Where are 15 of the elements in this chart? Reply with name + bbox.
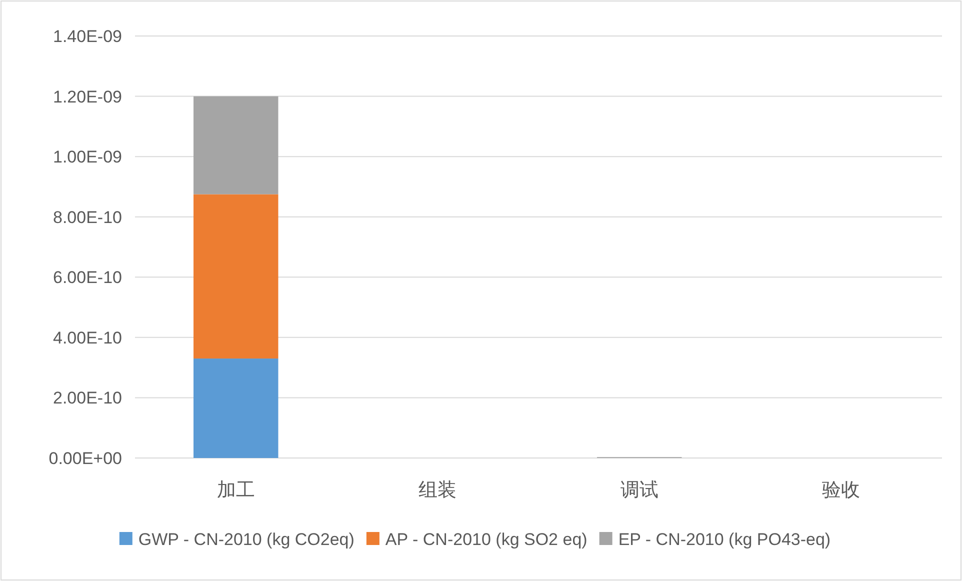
- y-tick-label: 8.00E-10: [53, 208, 122, 227]
- y-tick-label: 4.00E-10: [53, 328, 122, 348]
- x-tick-label: 组装: [418, 480, 457, 501]
- y-tick-label: 6.00E-10: [53, 268, 122, 288]
- x-tick-label: 调试: [620, 480, 658, 501]
- legend-label: AP - CN-2010 (kg SO2 eq): [385, 530, 588, 549]
- y-tick-label: 0.00E+00: [48, 449, 122, 468]
- x-tick-label: 验收: [822, 480, 860, 501]
- y-tick-label: 1.40E-09: [53, 27, 122, 46]
- legend-label: GWP - CN-2010 (kg CO2eq): [138, 530, 354, 549]
- y-tick-label: 2.00E-10: [53, 388, 122, 408]
- legend-label: EP - CN-2010 (kg PO43-eq): [618, 530, 831, 549]
- y-tick-label: 1.20E-09: [53, 87, 122, 106]
- x-tick-label: 加工: [216, 480, 255, 501]
- y-tick-label: 1.00E-09: [53, 148, 122, 167]
